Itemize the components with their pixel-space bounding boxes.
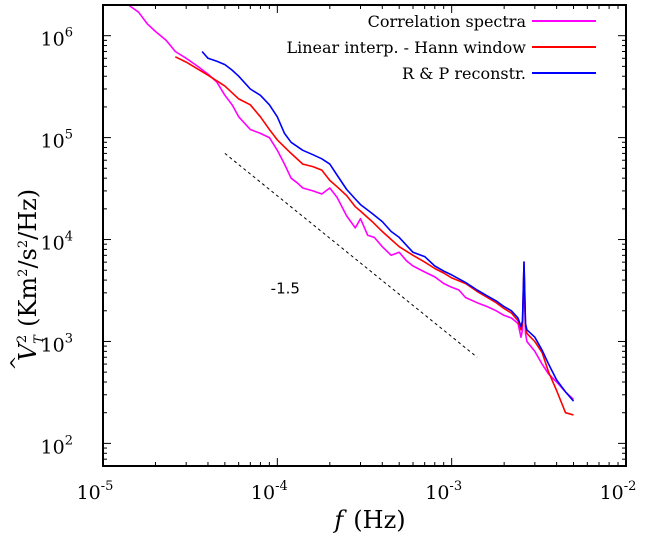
- x-tick-label: 10-5: [77, 479, 114, 504]
- legend: Correlation spectra Linear interp. - Han…: [286, 12, 596, 83]
- legend-label-linear-interp: Linear interp. - Hann window: [286, 38, 526, 57]
- svg-text:VT2(Km2/s2/Hz): VT2(Km2/s2/Hz): [14, 189, 47, 361]
- y-axis-ticks: 102 103 104 105 106: [41, 4, 626, 467]
- svg-text:^: ^: [7, 355, 28, 370]
- series-lines: [128, 4, 575, 416]
- y-tick-label: 102: [41, 433, 73, 458]
- x-tick-label: 10-2: [600, 479, 637, 504]
- x-tick-label: 10-3: [425, 479, 462, 504]
- y-tick-label: 103: [41, 331, 73, 356]
- legend-label-correlation: Correlation spectra: [368, 12, 527, 31]
- series-rp-reconstr: [201, 50, 575, 402]
- y-tick-label: 105: [41, 128, 73, 153]
- x-axis-ticks: 10-5 10-4 10-3 10-2: [77, 5, 637, 504]
- reference-slope-label: -1.5: [271, 280, 300, 298]
- legend-label-rp-reconstr: R & P reconstr.: [402, 64, 526, 83]
- x-axis-label: f (Hz): [332, 506, 405, 534]
- reference-slope: -1.5: [224, 153, 478, 358]
- x-tick-label: 10-4: [251, 479, 288, 504]
- reference-slope-line: [224, 153, 478, 358]
- series-correlation-spectra: [128, 4, 575, 400]
- svg-text:f(Hz): f (Hz): [332, 506, 405, 534]
- y-axis-label: VT2(Km2/s2/Hz) ^: [7, 189, 47, 371]
- plot-frame: [102, 4, 627, 467]
- y-tick-label: 106: [41, 26, 73, 51]
- y-tick-label: 104: [41, 230, 73, 255]
